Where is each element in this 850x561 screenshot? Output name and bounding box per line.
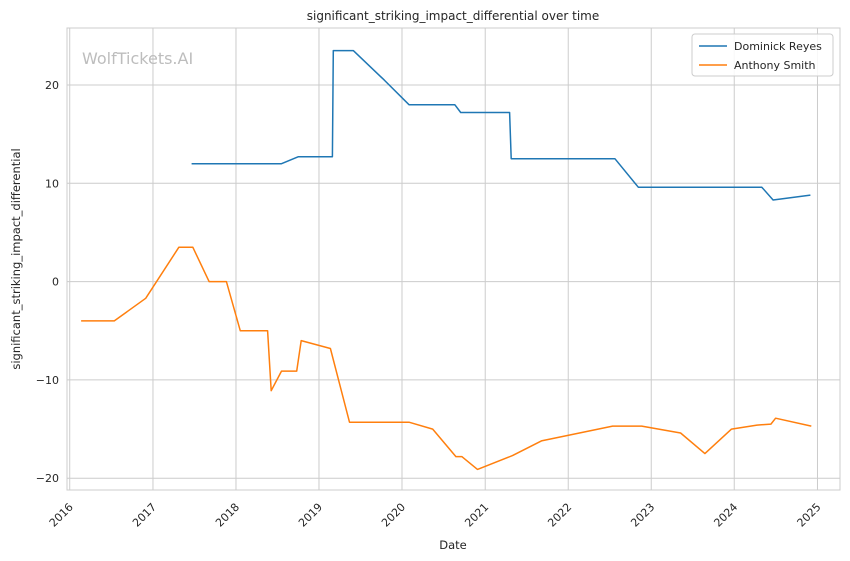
x-tick-label: 2021 [462,501,491,530]
legend-box [691,33,834,77]
y-axis-title: significant_striking_impact_differential [9,148,23,369]
plot-area: WolfTickets.AI [66,27,841,491]
x-axis-title: Date [439,538,467,552]
x-axis-ticks: 2016 2017 2018 2019 2020 2021 2022 2023 2024 2025 [47,501,824,530]
x-tick-label: 2017 [130,501,159,530]
legend-label-1: Dominick Reyes [734,40,822,53]
legend: Dominick Reyes Anthony Smith [691,33,834,77]
series-line-2 [81,246,812,471]
x-tick-label: 2019 [296,501,325,530]
series-layer [81,49,812,471]
y-tick-label: −10 [36,374,59,387]
x-tick-label: 2022 [545,501,574,530]
y-tick-label: −20 [36,472,59,485]
chart-title: significant_striking_impact_differential… [307,9,599,23]
x-tick-label: 2023 [628,501,657,530]
x-tick-label: 2024 [711,501,740,530]
x-tick-label: 2020 [379,501,408,530]
y-tick-label: 0 [52,276,59,289]
grid [67,28,840,490]
plot-background [67,28,840,490]
x-tick-label: 2016 [47,501,76,530]
y-axis-ticks: −20 −10 0 10 20 [36,79,59,485]
x-tick-label: 2025 [795,501,824,530]
y-tick-label: 10 [45,177,59,190]
legend-label-2: Anthony Smith [734,59,816,72]
y-tick-label: 20 [45,79,59,92]
watermark: WolfTickets.AI [82,49,193,68]
x-tick-label: 2018 [213,501,242,530]
series-line-1 [191,49,811,201]
plot-frame [66,27,841,491]
